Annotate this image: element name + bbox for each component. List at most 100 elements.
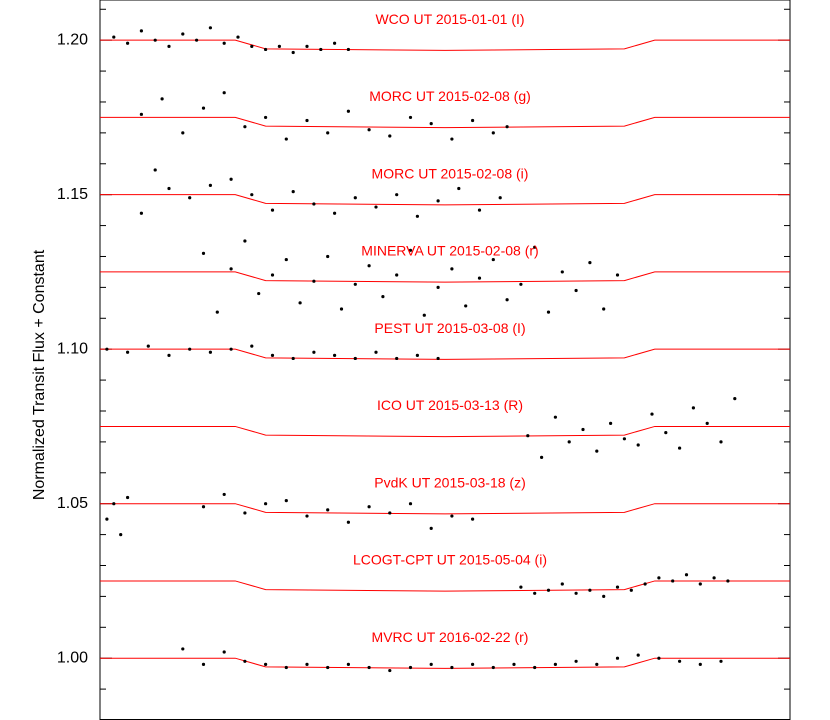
- series-label: LCOGT-CPT UT 2015-05-04 (i): [353, 552, 547, 568]
- data-point: [374, 205, 378, 209]
- data-point: [450, 665, 454, 670]
- data-point: [491, 665, 495, 670]
- data-point: [243, 239, 247, 243]
- data-point: [201, 251, 206, 255]
- data-point: [112, 502, 116, 506]
- y-axis-label: Normalized Transit Flux + Constant: [31, 249, 48, 500]
- data-point: [326, 508, 330, 512]
- data-point: [388, 511, 392, 515]
- data-point: [346, 662, 350, 666]
- data-point: [367, 264, 371, 268]
- data-point: [250, 193, 254, 197]
- data-point: [408, 502, 413, 506]
- data-point: [712, 576, 716, 580]
- data-point: [664, 431, 668, 435]
- data-point: [333, 353, 337, 357]
- series-label: MORC UT 2015-02-08 (g): [369, 88, 531, 104]
- model-curve: [100, 425, 790, 438]
- data-point: [367, 505, 371, 509]
- data-point: [264, 115, 268, 120]
- data-point: [581, 427, 585, 432]
- data-point: [222, 91, 226, 95]
- data-point: [229, 347, 233, 351]
- model-curve: [100, 271, 790, 283]
- data-point: [367, 665, 371, 670]
- data-point: [498, 196, 502, 200]
- data-point: [636, 443, 640, 447]
- data-point: [153, 168, 157, 172]
- data-point: [436, 285, 440, 289]
- data-point: [270, 208, 275, 212]
- data-point: [353, 196, 357, 200]
- data-point: [105, 517, 109, 521]
- data-point: [602, 594, 606, 598]
- data-point: [395, 356, 399, 361]
- data-point: [719, 659, 723, 663]
- data-point: [574, 659, 578, 663]
- data-point: [208, 26, 212, 30]
- data-point: [450, 267, 454, 271]
- data-point: [319, 47, 323, 52]
- data-point: [450, 137, 454, 141]
- data-point: [305, 118, 309, 123]
- data-point: [698, 582, 702, 586]
- data-point: [622, 437, 627, 441]
- data-point: [657, 656, 661, 660]
- data-point: [126, 495, 130, 500]
- data-point: [491, 257, 495, 262]
- data-point: [609, 421, 613, 425]
- data-point: [222, 650, 226, 654]
- data-point: [367, 128, 371, 132]
- data-point: [415, 214, 419, 218]
- series-label: MVRC UT 2016-02-22 (r): [372, 629, 529, 645]
- data-point: [305, 662, 309, 666]
- data-point: [457, 186, 461, 191]
- data-point: [615, 656, 620, 660]
- series-label: ICO UT 2015-03-13 (R): [377, 397, 523, 413]
- data-point: [395, 193, 399, 197]
- data-point: [291, 189, 295, 194]
- data-point: [284, 665, 288, 670]
- data-point: [588, 261, 592, 265]
- data-point: [512, 662, 516, 666]
- data-point: [119, 532, 123, 537]
- data-point: [181, 32, 185, 36]
- data-point: [615, 585, 620, 589]
- data-point: [574, 591, 578, 595]
- data-point: [684, 573, 689, 577]
- data-point: [353, 282, 357, 286]
- data-point: [339, 307, 344, 311]
- data-point: [250, 344, 254, 348]
- model-curve: [100, 503, 790, 515]
- data-point: [305, 44, 309, 48]
- data-point: [505, 298, 509, 302]
- data-point: [291, 50, 295, 55]
- data-point: [126, 41, 130, 45]
- data-point: [326, 254, 330, 259]
- data-point: [353, 356, 357, 361]
- data-point: [408, 248, 413, 252]
- data-point: [471, 118, 475, 123]
- data-point: [560, 270, 564, 274]
- data-point: [629, 588, 633, 592]
- data-point: [284, 257, 288, 262]
- data-point: [167, 44, 171, 48]
- data-point: [595, 662, 599, 666]
- data-point: [270, 273, 275, 277]
- data-point: [540, 455, 544, 459]
- data-point: [671, 579, 675, 583]
- data-point: [160, 97, 164, 101]
- model-curve: [100, 580, 790, 592]
- data-point: [181, 131, 185, 135]
- data-point: [422, 313, 426, 317]
- data-point: [222, 492, 226, 497]
- data-point: [719, 440, 723, 444]
- data-point: [112, 35, 116, 39]
- data-point: [305, 514, 309, 518]
- data-point: [705, 421, 709, 425]
- data-point: [553, 415, 558, 419]
- data-point: [471, 662, 475, 666]
- data-point: [429, 662, 433, 666]
- data-point: [560, 582, 564, 586]
- data-point: [333, 211, 337, 215]
